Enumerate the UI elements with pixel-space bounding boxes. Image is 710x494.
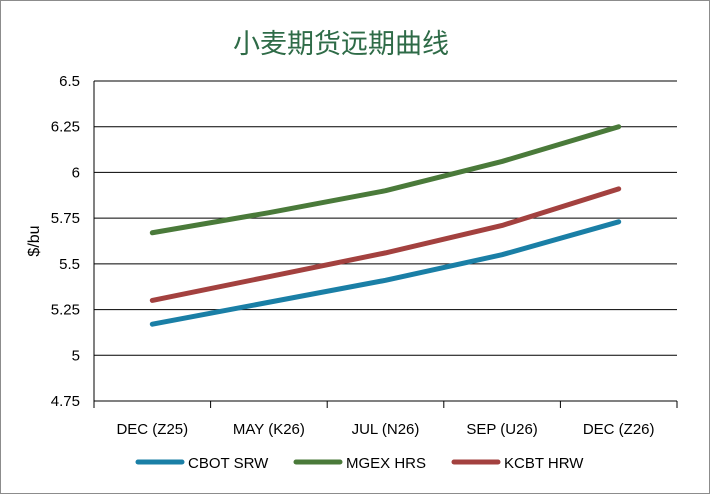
- x-tick-label: MAY (K26): [233, 421, 305, 438]
- series-line-2: [149, 124, 622, 236]
- legend-label: KCBT HRW: [504, 455, 584, 472]
- x-tick-label: DEC (Z25): [116, 421, 188, 438]
- legend: CBOT SRW MGEX HRS KCBT HRW: [135, 455, 584, 472]
- axes: 4.75 5 5.25 5.5 5.75 6 6.25 6.5 DEC (Z25) MAY (K2…: [51, 73, 678, 438]
- series-line-1: [149, 219, 622, 327]
- y-tick-label: 4.75: [51, 393, 80, 410]
- legend-label: MGEX HRS: [346, 455, 426, 472]
- series-line-3: [149, 186, 622, 303]
- y-axis-label: $/bu: [26, 225, 43, 256]
- legend-label: CBOT SRW: [188, 455, 269, 472]
- y-tick-label: 6: [72, 164, 80, 181]
- y-tick-label: 5: [72, 347, 80, 364]
- y-tick-label: 5.75: [51, 210, 80, 227]
- y-tick-label: 5.25: [51, 302, 80, 319]
- series-lines: [149, 124, 622, 327]
- x-tick-label: DEC (Z26): [583, 421, 655, 438]
- x-tick-label: JUL (N26): [352, 421, 420, 438]
- y-tick-label: 5.5: [59, 256, 80, 273]
- chart-title: 小麦期货远期曲线: [233, 29, 449, 60]
- x-tick-label: SEP (U26): [466, 421, 537, 438]
- y-tick-label: 6.25: [51, 119, 80, 136]
- gridlines: [94, 80, 677, 402]
- y-tick-label: 6.5: [59, 73, 80, 90]
